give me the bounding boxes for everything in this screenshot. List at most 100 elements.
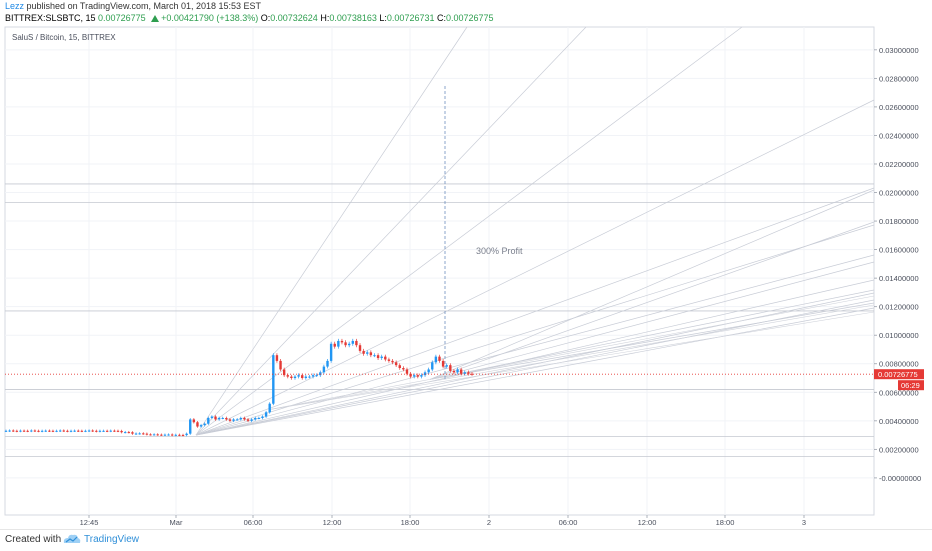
gann-fan-lines xyxy=(195,26,875,436)
candle-body xyxy=(62,430,65,432)
x-tick-label: Mar xyxy=(170,518,183,527)
fan-line xyxy=(269,304,875,410)
fan-line xyxy=(429,289,875,380)
chart-header: Lezz published on TradingView.com, March… xyxy=(0,0,932,26)
x-tick-label: 06:00 xyxy=(244,518,263,527)
candle-body xyxy=(142,433,145,435)
candle-body xyxy=(185,433,188,436)
candle-body xyxy=(87,430,91,432)
close-label: C: xyxy=(437,13,446,23)
candle-body xyxy=(22,430,26,432)
fan-line xyxy=(195,99,875,436)
candle-body xyxy=(257,417,261,419)
candle-body xyxy=(326,360,329,367)
candle-body xyxy=(463,372,466,374)
candle-body xyxy=(311,375,315,377)
candle-body xyxy=(319,372,322,376)
author-link[interactable]: Lezz xyxy=(5,1,25,11)
candle-body xyxy=(282,369,286,376)
candle-body xyxy=(73,430,76,432)
candle-body xyxy=(124,432,127,434)
candle-body xyxy=(19,430,22,432)
tradingview-logo-icon xyxy=(63,534,81,543)
candle-body xyxy=(40,430,44,432)
candle-body xyxy=(297,375,300,377)
candle-body xyxy=(398,365,401,369)
fan-line xyxy=(269,311,875,410)
y-tick-label: 0.01600000 xyxy=(879,246,919,255)
candle-body xyxy=(189,419,192,434)
tradingview-brand[interactable]: TradingView xyxy=(84,534,140,545)
fan-line xyxy=(195,224,875,436)
candle-body xyxy=(225,417,228,420)
symbol-label[interactable]: BITTREX:SLSBTC, 15 xyxy=(5,13,96,23)
candle-body xyxy=(152,434,156,436)
open-value: 0.00732624 xyxy=(270,13,318,23)
candle-body xyxy=(445,365,448,367)
ohlc-legend: BITTREX:SLSBTC, 15 0.00726775 +0.0042179… xyxy=(5,13,494,23)
candle-body xyxy=(420,375,423,377)
candle-body xyxy=(207,417,210,424)
footer: Created with TradingView xyxy=(0,529,932,551)
candle-body xyxy=(37,430,40,432)
y-tick-label: 0.01400000 xyxy=(879,274,919,283)
y-axis[interactable]: 0.03000000 0.02800000 0.02600000 0.02400000… xyxy=(874,46,921,483)
x-tick-label: 3 xyxy=(802,518,806,527)
x-tick-label: 18:00 xyxy=(716,518,735,527)
candle-body xyxy=(80,430,84,432)
candle-body xyxy=(58,430,62,432)
candle-body xyxy=(373,355,376,357)
fan-line xyxy=(195,279,875,436)
publish-info: Lezz published on TradingView.com, March… xyxy=(5,1,261,11)
price-chart[interactable]: 300% Profit SaluS / Bitcoin, 15, BITTREX… xyxy=(0,0,932,529)
candle-body xyxy=(239,417,243,420)
candle-body xyxy=(113,430,116,432)
candle-body xyxy=(95,430,98,432)
up-triangle-icon xyxy=(151,15,160,22)
low-value: 0.00726731 xyxy=(386,13,435,23)
candle-body xyxy=(181,434,185,436)
candle-body xyxy=(384,356,387,360)
y-tick-label: 0.01800000 xyxy=(879,217,919,226)
y-tick-label: -0.00000000 xyxy=(879,474,921,483)
plot-area[interactable] xyxy=(4,26,875,516)
candle-body xyxy=(4,430,8,432)
candle-body xyxy=(170,434,174,436)
candle-body xyxy=(362,350,365,354)
open-label: O: xyxy=(260,13,271,23)
fan-line xyxy=(195,307,875,436)
x-axis[interactable]: 12:45 Mar 06:00 12:00 18:00 2 06:00 12:00 18:00 3 xyxy=(80,515,806,527)
candle-body xyxy=(329,343,333,361)
candle-body xyxy=(178,434,181,436)
candle-body xyxy=(15,430,19,432)
y-tick-label: 0.02400000 xyxy=(879,131,919,140)
candle-body xyxy=(163,434,167,436)
y-tick-label: 0.00400000 xyxy=(879,417,919,426)
candle-body xyxy=(301,375,304,379)
y-tick-label: 0.01200000 xyxy=(879,303,919,312)
low-label: L: xyxy=(379,13,387,23)
candle-body xyxy=(366,352,369,354)
y-tick-label: 0.03000000 xyxy=(879,46,919,55)
candle-body xyxy=(402,368,405,370)
candle-body xyxy=(333,343,336,347)
candle-body xyxy=(109,430,112,432)
candle-body xyxy=(217,417,221,420)
candle-body xyxy=(243,417,246,420)
chart-title: SaluS / Bitcoin, 15, BITTREX xyxy=(12,33,116,42)
candle-body xyxy=(138,433,141,435)
candle-body xyxy=(380,356,383,359)
candle-body xyxy=(337,340,340,347)
fan-line xyxy=(429,261,875,380)
candle-body xyxy=(120,430,123,433)
candle-body xyxy=(438,356,441,361)
candle-body xyxy=(156,434,159,436)
candle-body xyxy=(275,355,279,361)
publish-text: published on TradingView.com, March 01, … xyxy=(26,1,262,11)
y-tick-label: 0.02000000 xyxy=(879,189,919,198)
x-tick-label: 12:00 xyxy=(323,518,342,527)
candle-body xyxy=(210,416,214,418)
candle-body xyxy=(409,373,412,377)
candle-body xyxy=(221,417,224,419)
fan-line xyxy=(195,26,743,436)
